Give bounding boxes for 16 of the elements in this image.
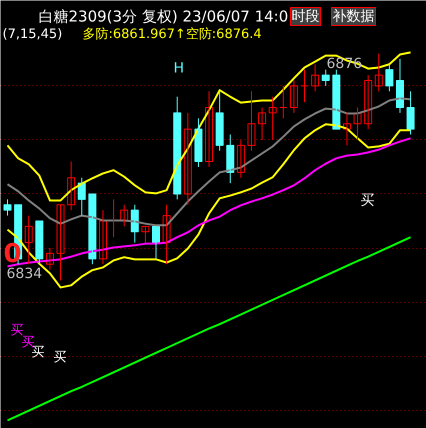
annotation: 买 bbox=[22, 335, 34, 350]
candlestick bbox=[141, 226, 150, 244]
annotation: 买 bbox=[360, 192, 374, 208]
annotation: 买 bbox=[32, 345, 44, 360]
annotation: 多防:6861.967↑空防:6876.4 bbox=[82, 27, 262, 42]
text: 白糖2309(3分 复权) 23/06/07 14:0 bbox=[38, 8, 288, 26]
annotation: 6876 bbox=[326, 56, 362, 72]
annotation: 时段 bbox=[292, 8, 320, 24]
annotation: H bbox=[174, 60, 184, 76]
annotation: 买 bbox=[10, 323, 24, 338]
annotation: 补数据 bbox=[332, 8, 374, 24]
annotation: 买 bbox=[54, 350, 66, 365]
annotation: 6834 bbox=[6, 266, 42, 282]
text: (7,15,45) bbox=[2, 27, 62, 42]
candlestick bbox=[322, 69, 330, 86]
candlestick bbox=[268, 96, 277, 140]
